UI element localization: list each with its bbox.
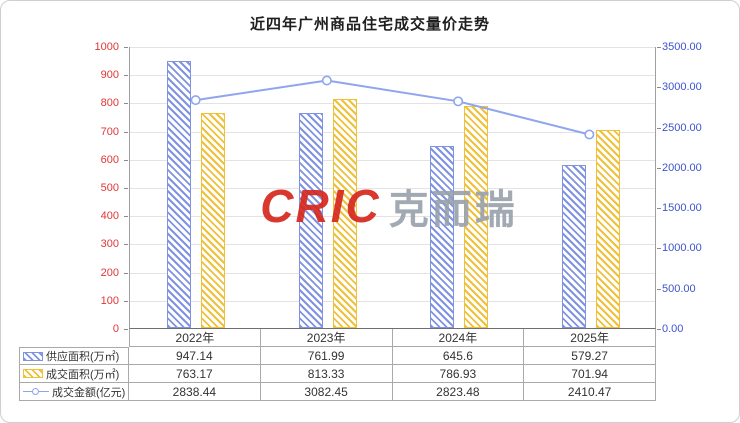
table-value: 3082.45 [260, 383, 393, 401]
left-axis-tick-label: 800 [100, 97, 119, 110]
bar-transaction-2024年 [464, 106, 489, 328]
right-axis-tick-label: 1500.00 [662, 202, 702, 215]
table-year-header: 2025年 [524, 329, 656, 347]
left-axis-tick [124, 75, 128, 77]
line-series-layer [190, 75, 595, 140]
left-axis-tick-label: 900 [100, 69, 119, 82]
left-axis-tick-label: 1000 [94, 41, 119, 53]
bar-supply-2023年 [298, 113, 323, 328]
left-axis-tick [124, 272, 128, 274]
gridline [130, 216, 655, 218]
left-axis: 0 100 200 300 400 500 600 700 800 900 1000 [61, 41, 123, 335]
gridline [130, 272, 655, 274]
gridline [130, 47, 655, 48]
table-value: 813.33 [260, 365, 393, 383]
left-axis-tick [124, 329, 128, 330]
left-axis-tick-label: 100 [100, 294, 119, 307]
gridline [130, 131, 655, 133]
table-value: 947.14 [129, 347, 261, 365]
right-axis-tick [657, 167, 661, 169]
left-axis-tick-label: 600 [100, 153, 119, 166]
legend-item-0: 供应面积(万㎡) [19, 347, 129, 365]
bar-supply-2022年 [166, 60, 191, 328]
bar-supply-2025年 [562, 164, 587, 328]
table-value: 645.6 [392, 347, 525, 365]
right-axis-tick-label: 3000.00 [662, 81, 702, 94]
data-table: 2022年 2023年 2024年 2025年供应面积(万㎡) 947.14 761.99… [19, 329, 656, 401]
right-axis-tick-label: 2000.00 [662, 161, 702, 174]
left-axis-tick [124, 188, 128, 189]
table-year-header: 2024年 [392, 329, 525, 347]
gridline [130, 188, 655, 189]
bar-transaction-2023年 [332, 98, 357, 328]
table-value: 2823.48 [392, 383, 525, 401]
legend-item-2: 成交金额(亿元) [19, 383, 129, 401]
chart-title: 近四年广州商品住宅成交量价走势 [249, 16, 490, 33]
right-axis-tick-label: 500.00 [662, 282, 696, 295]
right-axis-tick [657, 87, 661, 89]
table-value: 2838.44 [129, 383, 261, 401]
right-axis-tick [657, 288, 661, 290]
bar-transaction-2022年 [200, 112, 225, 328]
gridline [130, 75, 655, 77]
left-axis-tick [124, 159, 128, 161]
legend-line-marker-icon [23, 387, 49, 396]
table-value: 786.93 [392, 365, 525, 383]
table-year-header: 2022年 [129, 329, 261, 347]
right-axis-tick [657, 329, 661, 330]
legend-swatch-icon [23, 351, 43, 361]
left-axis-tick [124, 244, 128, 246]
gridline [130, 103, 655, 105]
legend-marker-dot [32, 387, 39, 395]
table-value: 761.99 [260, 347, 393, 365]
bar-supply-2024年 [430, 145, 455, 328]
table-year-header: 2023年 [260, 329, 393, 347]
left-axis-tick-label: 400 [100, 210, 119, 223]
legend-label: 成交金额(亿元) [52, 386, 126, 399]
legend-item-1: 成交面积(万㎡) [19, 365, 129, 383]
left-axis-tick [124, 47, 128, 48]
right-axis-tick [657, 208, 661, 210]
left-axis-tick [124, 216, 128, 218]
right-axis-tick-label: 0.00 [662, 323, 684, 335]
table-value: 701.94 [524, 365, 656, 383]
left-axis-tick-label: 0 [112, 323, 119, 335]
right-axis-tick-label: 3500.00 [662, 41, 702, 53]
left-axis-tick [124, 103, 128, 105]
left-axis-tick-label: 500 [100, 182, 119, 194]
gridline [130, 159, 655, 161]
right-axis-tick-label: 1000.00 [662, 242, 702, 255]
right-axis-tick [657, 47, 661, 48]
bar-transaction-2025年 [596, 130, 621, 328]
legend-swatch-icon [23, 369, 43, 378]
plot-area [129, 47, 656, 329]
gridline [130, 300, 655, 302]
table-value: 579.27 [524, 347, 656, 365]
left-axis-tick-label: 300 [100, 238, 119, 251]
gridline [130, 244, 655, 246]
line-marker [321, 75, 332, 86]
table-corner-blank [19, 329, 129, 347]
right-axis: 0.00 500.00 1000.00 1500.00 2000.00 2500.00 30… [662, 41, 732, 335]
line-marker [453, 96, 464, 107]
left-axis-tick [124, 131, 128, 133]
left-axis-tick-label: 200 [100, 266, 119, 279]
legend-label: 成交面积(万㎡) [46, 368, 120, 381]
transaction-amount-line [195, 79, 590, 136]
line-marker [584, 129, 595, 140]
right-axis-tick-label: 2500.00 [662, 121, 702, 134]
left-axis-tick [124, 300, 128, 302]
line-marker [190, 95, 201, 106]
right-axis-tick [657, 248, 661, 250]
right-axis-tick [657, 127, 661, 129]
left-axis-tick-label: 700 [100, 125, 119, 138]
legend-label: 供应面积(万㎡) [46, 351, 120, 363]
table-value: 763.17 [129, 365, 261, 383]
table-value: 2410.47 [524, 383, 656, 401]
